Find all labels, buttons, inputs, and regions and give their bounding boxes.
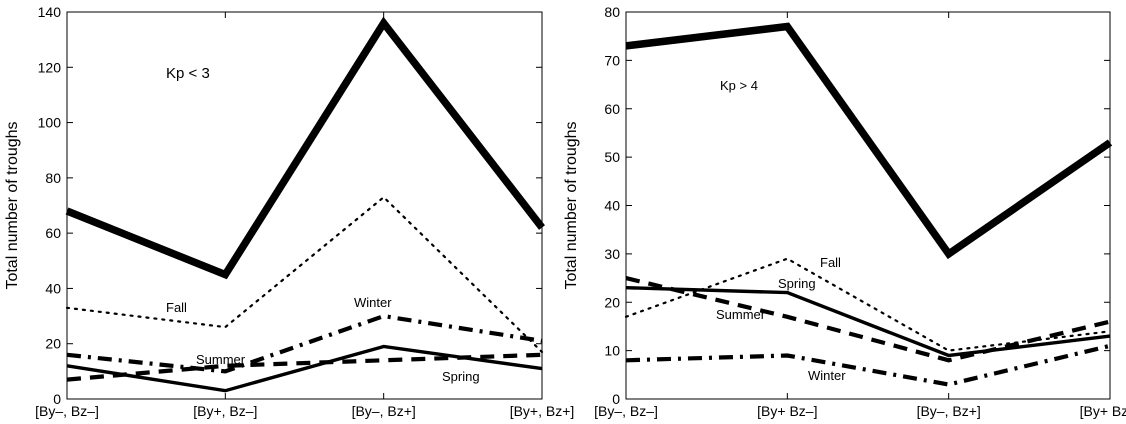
plot-area-frame (66, 11, 543, 400)
y-tick-label: 60 (45, 225, 61, 241)
left-chart-kp-lt-3: 0 20 40 60 80 100 120 140 [By–, Bz–] [By+, Bz–] [B… (4, 4, 574, 419)
series-line-total (625, 22, 1113, 260)
y-tick-label: 80 (45, 170, 61, 186)
series-label-winter: Winter (808, 368, 846, 383)
series-line-spring (625, 286, 1111, 358)
y-tick-label: 40 (604, 198, 620, 214)
series-label-fall: Fall (820, 255, 841, 270)
y-tick-label: 120 (38, 59, 62, 75)
x-tick-label: [By–, Bz–] (35, 403, 99, 419)
y-axis-label: Total number of troughs (563, 121, 580, 289)
series-line-summer (625, 276, 1111, 363)
x-tick-label: [By+ Bz+] (1080, 403, 1126, 419)
y-tick-label: 0 (53, 391, 61, 407)
y-tick-label: 100 (38, 115, 62, 131)
series-label-fall: Fall (166, 300, 187, 315)
y-tick-label: 10 (604, 343, 620, 359)
y-tick-label: 20 (45, 336, 61, 352)
y-tick-label: 30 (604, 246, 620, 262)
y-tick-label: 70 (604, 52, 620, 68)
x-tick-label: [By+ Bz–] (757, 403, 817, 419)
y-tick-label: 60 (604, 101, 620, 117)
series-line-winter (625, 343, 1111, 387)
x-tick-label: [By+, Bz+] (510, 403, 575, 419)
series-line-total (65, 16, 545, 280)
right-chart-kp-gt-4: 0 10 20 30 40 50 60 70 80 [By–, Bz–] [By+ Bz–] [By–… (563, 4, 1126, 419)
series-label-summer: Summer (196, 352, 246, 367)
y-tick-label: 50 (604, 149, 620, 165)
series-line-fall (624, 257, 1112, 352)
series-label-winter: Winter (354, 295, 392, 310)
y-tick-label: 140 (38, 4, 62, 20)
series-line-winter (66, 313, 543, 374)
x-tick-label: [By+, Bz–] (193, 403, 257, 419)
kp-annotation: Kp < 3 (166, 65, 210, 82)
series-line-fall (65, 195, 544, 354)
kp-annotation: Kp > 4 (720, 78, 758, 93)
series-line-spring (66, 344, 543, 393)
y-tick-label: 20 (604, 294, 620, 310)
series-label-spring: Spring (442, 369, 480, 384)
y-tick-label: 80 (604, 4, 620, 20)
x-tick-label: [By–, Bz+] (352, 403, 416, 419)
series-label-spring: Spring (778, 276, 816, 291)
series-label-summer: Summer (716, 307, 766, 322)
y-tick-label: 0 (612, 391, 620, 407)
x-tick-label: [By–, Bz+] (917, 403, 981, 419)
y-tick-label: 40 (45, 280, 61, 296)
x-tick-label: [By–, Bz–] (594, 403, 658, 419)
y-axis-label: Total number of troughs (4, 121, 21, 289)
